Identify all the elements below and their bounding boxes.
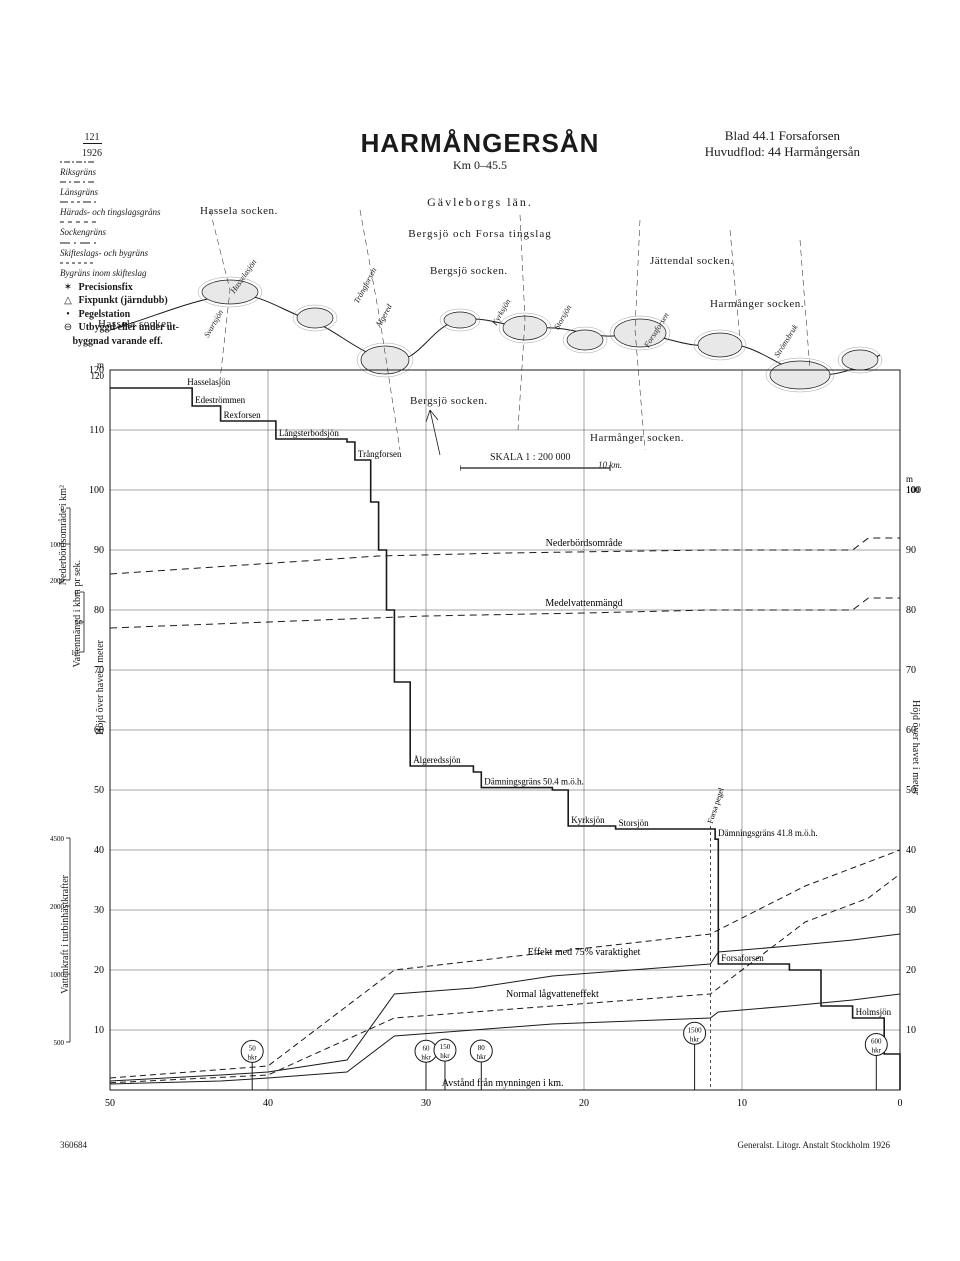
svg-text:100: 100: [906, 485, 920, 495]
svg-text:m: m: [906, 474, 913, 484]
svg-text:30: 30: [906, 905, 916, 916]
svg-text:70: 70: [906, 665, 916, 676]
svg-text:90: 90: [94, 545, 104, 556]
svg-text:80: 80: [94, 605, 104, 616]
svg-text:Hasselasjön: Hasselasjön: [187, 377, 230, 387]
svg-text:600: 600: [871, 1038, 882, 1046]
svg-text:40: 40: [263, 1098, 273, 1109]
svg-text:40: 40: [906, 845, 916, 856]
svg-text:Rexforsen: Rexforsen: [224, 410, 261, 420]
svg-text:Dämningsgräns 41.8 m.ö.h.: Dämningsgräns 41.8 m.ö.h.: [718, 828, 818, 838]
svg-text:Kyrksjön: Kyrksjön: [571, 815, 605, 825]
svg-text:110: 110: [89, 425, 104, 436]
svg-text:40: 40: [94, 845, 104, 856]
svg-text:150: 150: [440, 1043, 451, 1051]
svg-text:hkr: hkr: [421, 1053, 431, 1061]
svg-text:Trångforsen: Trångforsen: [358, 449, 402, 459]
svg-text:Långsterbodsjön: Långsterbodsjön: [279, 428, 339, 438]
svg-text:50: 50: [105, 1098, 115, 1109]
svg-text:90: 90: [906, 545, 916, 556]
y-left-label: Höjd över havet i meter: [95, 640, 106, 735]
svg-text:20: 20: [906, 965, 916, 976]
svg-text:30: 30: [421, 1098, 431, 1109]
svg-text:30: 30: [94, 905, 104, 916]
svg-text:10: 10: [737, 1098, 747, 1109]
vatten-left-label: Vattenmängd i kbm pr sek.: [72, 560, 83, 667]
footer-left: 360684: [60, 1140, 87, 1150]
svg-text:0: 0: [898, 1098, 903, 1109]
svg-text:120: 120: [91, 371, 105, 381]
svg-text:60: 60: [423, 1044, 431, 1052]
svg-text:1500: 1500: [688, 1026, 703, 1034]
svg-text:80: 80: [906, 605, 916, 616]
svg-text:m: m: [97, 360, 104, 370]
svg-text:10: 10: [906, 1025, 916, 1036]
svg-text:Nederbördsområde: Nederbördsområde: [546, 538, 623, 549]
svg-text:Medelvattenmängd: Medelvattenmängd: [545, 598, 622, 609]
profile-chart: 0 10 20 30 40 50 10 20 30 40 50 60 70 80 90 100 110 120 10…: [0, 0, 960, 1261]
svg-text:Effekt med 75% varaktighet: Effekt med 75% varaktighet: [528, 947, 641, 958]
y-right-label: Höjd över havet i meter: [910, 700, 921, 795]
kraft-left-label: Vattenkraft i turbinhästkrafter: [60, 875, 71, 994]
svg-text:Ålgeredssjön: Ålgeredssjön: [413, 755, 461, 765]
footer-right: Generalst. Litogr. Anstalt Stockholm 192…: [738, 1140, 891, 1150]
svg-text:hkr: hkr: [440, 1052, 450, 1060]
svg-text:hkr: hkr: [477, 1053, 487, 1061]
svg-text:500: 500: [54, 1039, 65, 1047]
svg-text:Forsa pegel: Forsa pegel: [706, 786, 726, 825]
neder-left-label: Nederbördsområde i km²: [58, 485, 69, 585]
svg-text:10: 10: [94, 1025, 104, 1036]
svg-text:Normal lågvatteneffekt: Normal lågvatteneffekt: [506, 989, 599, 1000]
svg-text:Storsjön: Storsjön: [619, 818, 650, 828]
svg-text:100: 100: [89, 485, 104, 496]
svg-text:hkr: hkr: [690, 1035, 700, 1043]
svg-text:Edeströmmen: Edeströmmen: [195, 395, 245, 405]
svg-text:hkr: hkr: [248, 1053, 258, 1061]
svg-text:Holmsjön: Holmsjön: [856, 1007, 892, 1017]
svg-text:20: 20: [94, 965, 104, 976]
svg-text:80: 80: [478, 1044, 486, 1052]
svg-text:hkr: hkr: [872, 1047, 882, 1055]
svg-text:20: 20: [579, 1098, 589, 1109]
svg-text:Avstånd från mynningen i km.: Avstånd från mynningen i km.: [442, 1078, 564, 1089]
svg-text:4500: 4500: [50, 835, 65, 843]
svg-text:50: 50: [249, 1044, 257, 1052]
svg-text:50: 50: [94, 785, 104, 796]
svg-text:Dämningsgräns 50.4 m.ö.h.: Dämningsgräns 50.4 m.ö.h.: [484, 777, 584, 787]
